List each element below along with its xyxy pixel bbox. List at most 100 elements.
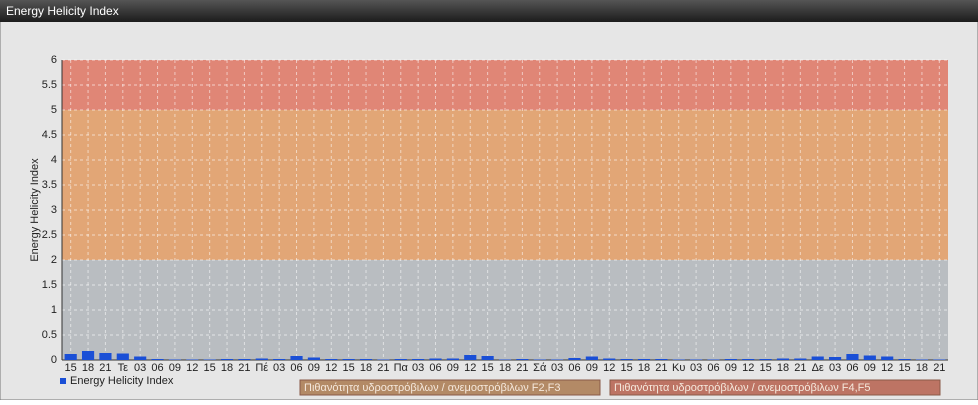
x-tick-label: Δε [812,362,824,374]
y-tick-label: 2.5 [42,229,57,241]
x-tick-label: 15 [204,362,216,374]
x-tick-label: 21 [933,362,945,374]
x-tick-label: 03 [273,362,285,374]
x-tick-label: 06 [707,362,719,374]
x-tick-label: 12 [186,362,198,374]
bar [412,359,425,360]
x-tick-label: Τε [118,362,129,374]
x-tick-label: 18 [777,362,789,374]
bar [220,359,234,360]
bar [915,359,929,360]
legend-marker [60,378,66,384]
bar [690,359,703,360]
y-tick-label: 5 [51,104,57,116]
x-tick-label: 21 [655,362,667,374]
bar [742,359,755,360]
header-title: Energy Helicity Index [6,4,119,18]
bar [551,359,564,360]
band-legend-label: Πιθανότητα υδροστρόβιλων / ανεμοστρόβιλω… [614,382,871,394]
bar [359,359,373,360]
bar [238,359,251,360]
x-tick-label: 03 [134,362,146,374]
y-tick-label: 3.5 [42,179,57,191]
x-tick-label: Σά [533,362,547,374]
x-tick-label: 09 [586,362,598,374]
x-tick-label: 12 [881,362,893,374]
y-tick-label: 2 [51,254,57,266]
bar [325,359,338,360]
bar [846,354,859,360]
band-legend-label: Πιθανότητα υδροστρόβιλων / ανεμοστρόβιλω… [304,382,561,394]
bar [533,359,546,360]
bar [429,358,442,360]
bar [168,359,182,360]
bar [881,356,894,360]
x-tick-label: 09 [725,362,737,374]
bar [464,355,477,360]
bar [863,355,876,360]
bar [394,359,407,360]
x-tick-label: 15 [620,362,632,374]
x-tick-label: 03 [551,362,563,374]
x-tick-label: 12 [325,362,337,374]
bar [498,359,512,360]
bar [64,354,77,360]
x-tick-label: 06 [429,362,441,374]
x-tick-label: 18 [82,362,94,374]
bar [116,353,129,360]
x-tick-label: 06 [846,362,858,374]
x-tick-label: 15 [759,362,771,374]
bar [481,356,494,360]
x-tick-label: 21 [238,362,250,374]
bar [933,359,946,360]
x-tick-label: 21 [99,362,111,374]
bar [307,357,320,360]
y-tick-label: 1.5 [42,279,57,291]
bar [377,359,390,360]
x-tick-label: 18 [916,362,928,374]
y-tick-label: 3 [51,204,57,216]
bar [828,357,842,360]
x-tick-label: 09 [864,362,876,374]
x-tick-label: 15 [65,362,77,374]
bar [134,356,147,360]
x-tick-label: 18 [221,362,233,374]
y-axis-title: Energy Helicity Index [29,158,41,262]
bar [151,359,164,360]
y-tick-label: 0 [51,354,57,366]
x-tick-label: 18 [360,362,372,374]
bar [446,358,459,360]
x-tick-label: 09 [447,362,459,374]
x-tick-label: 06 [568,362,580,374]
bar [585,356,598,360]
x-tick-label: 12 [464,362,476,374]
x-tick-label: 12 [603,362,615,374]
bar [568,358,581,360]
y-tick-label: 1 [51,304,57,316]
x-tick-label: Κυ [672,362,685,374]
bar [203,359,216,360]
bar [186,359,199,360]
bar [707,359,720,360]
bar [672,359,685,360]
y-tick-label: 6 [51,54,57,66]
y-tick-label: 0.5 [42,329,57,341]
bar [794,358,807,360]
x-tick-label: 12 [742,362,754,374]
bar [759,359,772,360]
bar [603,358,616,360]
x-tick-label: 09 [169,362,181,374]
x-tick-label: 09 [308,362,320,374]
bar [811,356,824,360]
x-tick-label: 03 [829,362,841,374]
x-tick-label: Πα [394,362,409,374]
x-tick-label: 03 [412,362,424,374]
x-tick-label: 15 [898,362,910,374]
x-tick-label: 06 [290,362,302,374]
x-tick-label: 21 [794,362,806,374]
band-legend-box [609,379,941,396]
bar [724,359,737,360]
bar [637,359,651,360]
x-tick-label: 18 [499,362,511,374]
